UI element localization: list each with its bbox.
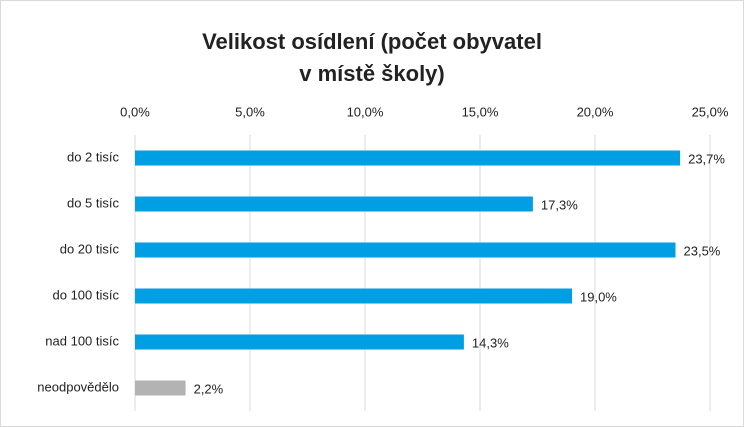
data-label: 19,0% (580, 289, 617, 304)
data-label: 23,5% (684, 243, 721, 258)
bar (135, 334, 464, 350)
bar (135, 196, 533, 212)
x-tick-label: 25,0% (692, 104, 729, 119)
data-label: 17,3% (541, 197, 578, 212)
x-tick-label: 20,0% (577, 104, 614, 119)
y-tick-label: nad 100 tisíc (45, 333, 119, 348)
data-label: 14,3% (472, 335, 509, 350)
bar (135, 150, 681, 166)
data-label: 23,7% (688, 151, 725, 166)
bar (135, 380, 186, 396)
chart-title: v místě školy) (299, 61, 445, 86)
bar (135, 288, 572, 304)
y-tick-label: do 20 tisíc (60, 241, 120, 256)
y-tick-label: neodpovědělo (37, 379, 119, 394)
bar (135, 242, 676, 258)
y-tick-label: do 5 tisíc (67, 195, 120, 210)
chart-title: Velikost osídlení (počet obyvatel (202, 29, 542, 54)
y-tick-label: do 100 tisíc (53, 287, 120, 302)
x-tick-label: 0,0% (120, 104, 150, 119)
y-tick-label: do 2 tisíc (67, 149, 120, 164)
x-tick-label: 10,0% (347, 104, 384, 119)
x-tick-label: 15,0% (462, 104, 499, 119)
data-label: 2,2% (194, 381, 224, 396)
x-tick-label: 5,0% (235, 104, 265, 119)
